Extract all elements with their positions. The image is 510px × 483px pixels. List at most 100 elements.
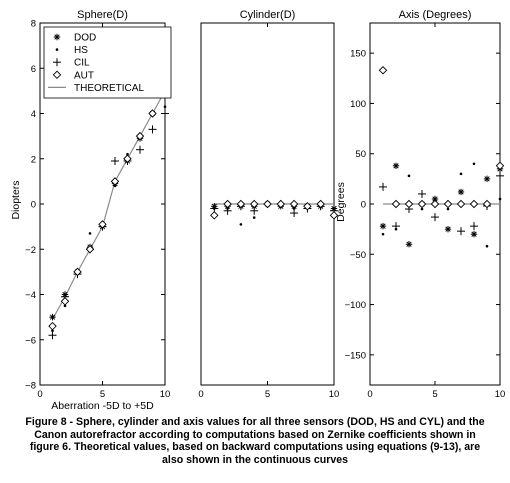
x-axis-label: Aberration -5D to +5D: [51, 400, 154, 410]
y-tick-label: −2: [25, 245, 36, 256]
y-axis-label: Diopters: [10, 180, 22, 219]
figure-8-charts: Sphere(D) 0 5 10 −8 −6 −4 −2 0 2 4 6 8 Aberration -5D…: [10, 9, 505, 410]
y-tick-label: −8: [25, 381, 36, 392]
x-tick-label: 10: [160, 389, 171, 400]
y-tick-label: 0: [31, 200, 36, 211]
aut-point: [417, 199, 427, 209]
dod-point: [49, 313, 56, 321]
aut-point: [263, 199, 272, 209]
subplot-2: Cylinder(D) 0 5 10: [198, 9, 339, 400]
aut-point: [495, 161, 505, 171]
hs-point: [126, 152, 129, 156]
dod-point: [405, 241, 413, 248]
series-aut: [378, 66, 505, 209]
asterisk-stroke: [49, 314, 56, 320]
asterisk-stroke: [458, 189, 464, 195]
y-tick-label: −150: [345, 350, 366, 361]
hs-point: [420, 207, 424, 211]
cil-point: [48, 331, 57, 340]
hs-point: [63, 304, 67, 308]
dod-point: [392, 162, 400, 169]
aut-point: [329, 211, 339, 220]
aut-point: [391, 199, 401, 209]
hs-point: [292, 207, 296, 210]
dod-point: [483, 175, 491, 183]
cil-point: [111, 157, 119, 166]
dod-point: [470, 230, 478, 238]
aut-point: [210, 211, 219, 220]
aut-point: [482, 199, 492, 209]
y-tick-label: −6: [25, 335, 36, 346]
hs-point: [485, 244, 489, 248]
aut-point: [73, 267, 82, 277]
aut-point: [443, 199, 453, 209]
aut-point: [123, 154, 132, 163]
y-axis-label: Degrees: [335, 182, 347, 222]
cil-point: [418, 189, 426, 198]
aut-point: [223, 199, 232, 209]
y-tick-label: −50: [350, 250, 366, 261]
hs-point: [163, 105, 167, 109]
legend-box: [43, 26, 172, 99]
dod-point: [379, 222, 387, 230]
cil-point: [148, 125, 157, 134]
hs-point: [252, 216, 256, 219]
theoretical-line: [51, 90, 166, 320]
legend-marker: [52, 70, 62, 80]
x-tick-label: 5: [432, 389, 437, 400]
x-tick-label: 0: [367, 389, 372, 400]
legend-label: AUT: [74, 70, 94, 81]
y-tick-label: −4: [25, 290, 36, 301]
aut-point: [60, 297, 70, 306]
aut-point: [110, 177, 120, 186]
aut-point: [404, 199, 414, 209]
y-tick-label: 6: [31, 64, 36, 75]
cil-point: [290, 209, 299, 218]
cil-point: [161, 109, 169, 118]
hs-point: [51, 329, 54, 333]
hs-point: [472, 162, 476, 166]
asterisk-stroke: [406, 241, 412, 247]
legend-label: CIL: [74, 58, 90, 69]
asterisk-stroke: [54, 34, 60, 40]
legend-marker: [55, 48, 59, 51]
aut-point: [148, 109, 157, 118]
x-tick-label: 10: [495, 389, 506, 400]
asterisk-stroke: [484, 176, 490, 182]
y-tick-label: 100: [350, 99, 366, 110]
aut-point: [249, 199, 259, 209]
cil-point: [470, 222, 478, 231]
figure-caption: Figure 8 - Sphere, cylinder and axis val…: [25, 416, 485, 466]
x-tick-label: 10: [329, 389, 340, 400]
y-tick-label: −100: [345, 300, 366, 311]
subplot-3: Axis (Degrees) 0 5 10 −150 −100 −50 0 50 100 150 De…: [335, 9, 505, 400]
aut-point: [98, 220, 107, 229]
aut-point: [316, 199, 325, 209]
hs-point: [498, 197, 502, 201]
legend-marker: [53, 58, 61, 67]
aut-point: [48, 321, 57, 331]
aut-point: [85, 245, 95, 254]
hs-point: [113, 184, 117, 188]
aut-point: [135, 131, 145, 141]
asterisk-stroke: [432, 196, 438, 202]
aut-point: [303, 202, 312, 211]
series-hs: [381, 162, 502, 248]
hs-point: [381, 232, 385, 236]
plot-title: Cylinder(D): [240, 9, 296, 21]
plot-title: Sphere(D): [77, 9, 128, 21]
hs-point: [239, 223, 243, 226]
x-tick-label: 5: [265, 389, 270, 400]
dod-point: [457, 188, 465, 196]
asterisk-stroke: [380, 223, 386, 229]
series-cil: [379, 171, 504, 236]
aut-point: [378, 66, 388, 75]
y-tick-label: 4: [31, 109, 36, 120]
aut-point: [276, 199, 286, 209]
x-tick-label: 5: [100, 389, 105, 400]
cil-point: [136, 145, 144, 154]
cil-point: [392, 222, 400, 231]
y-tick-label: 50: [355, 149, 366, 160]
y-tick-label: 150: [350, 49, 366, 60]
hs-point: [407, 174, 411, 178]
